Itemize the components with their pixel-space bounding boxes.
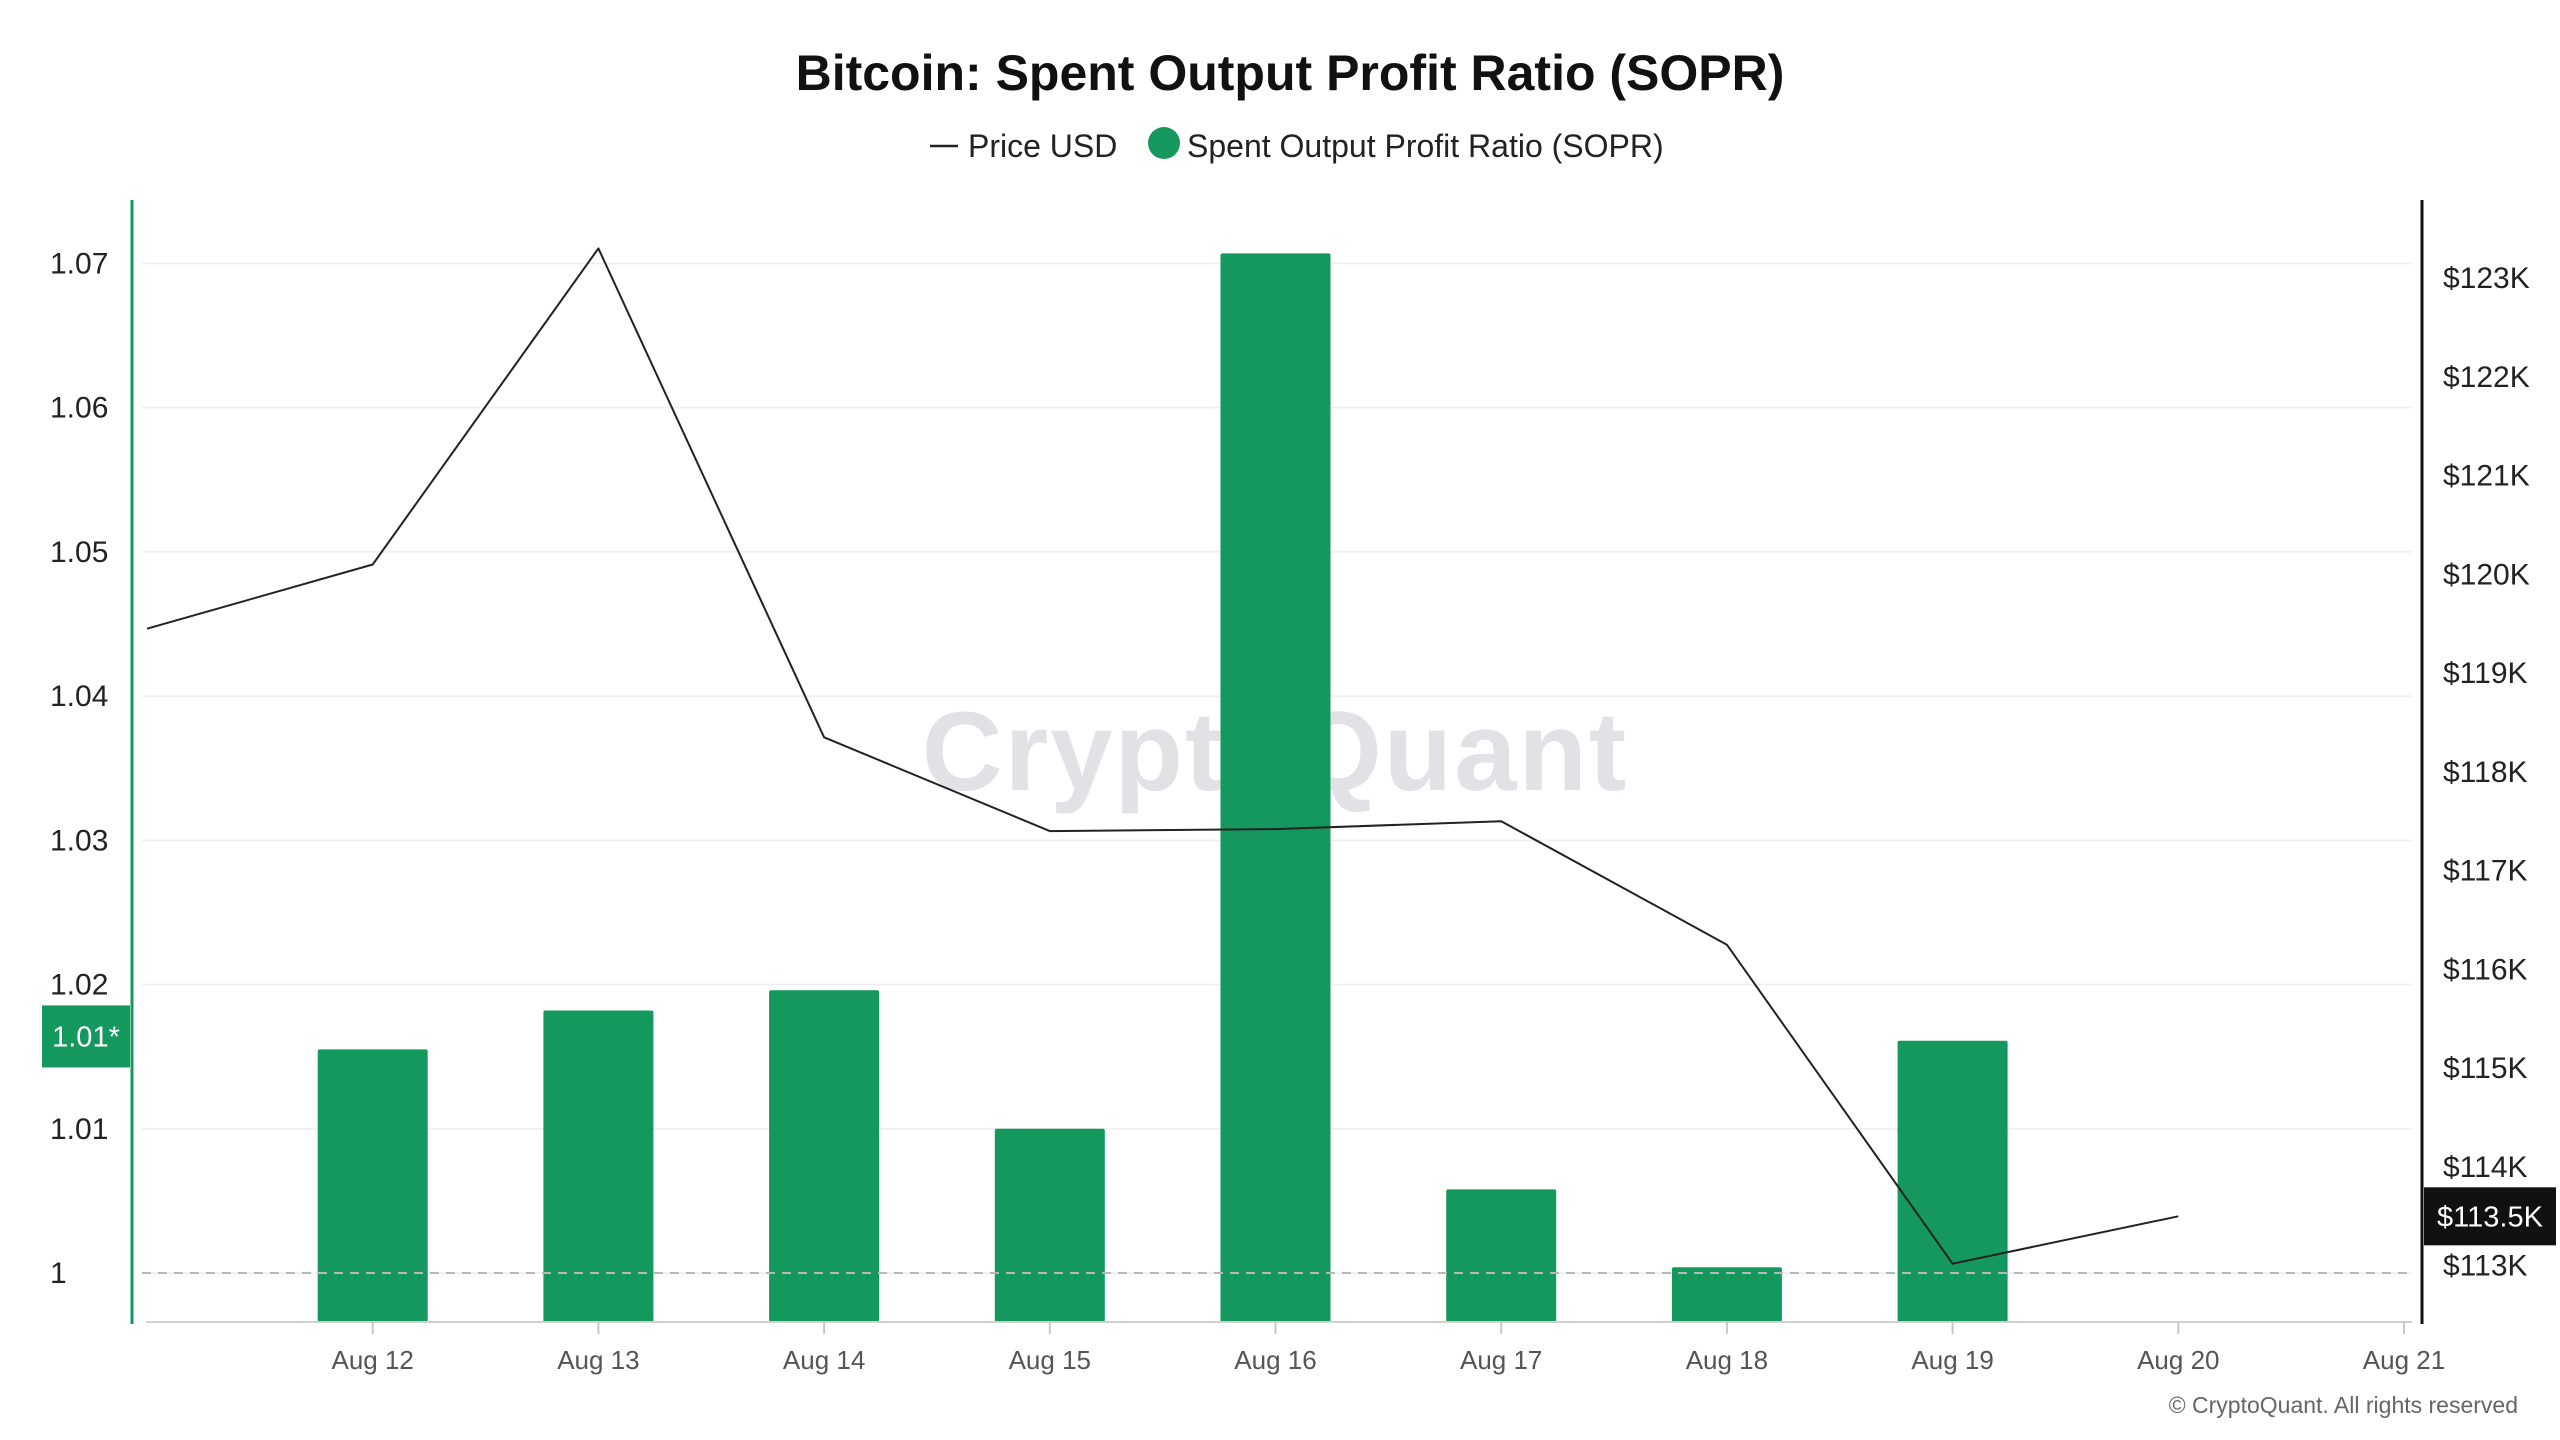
x-tick-label: Aug 19 (1911, 1345, 1993, 1375)
x-tick-label: Aug 18 (1686, 1345, 1768, 1375)
left-current-marker (42, 1005, 130, 1068)
sopr-bar (994, 1128, 1105, 1322)
x-tick-label: Aug 12 (331, 1345, 413, 1375)
sopr-bar (769, 990, 880, 1322)
right-tick-label: $118K (2443, 756, 2528, 789)
sopr-bar (543, 1010, 654, 1322)
legend[interactable]: Price USD Spent Output Profit Ratio (SOPR… (930, 127, 1664, 164)
title-group: Bitcoin: Spent Output Profit Ratio (SOPR… (796, 45, 1785, 101)
chart-title: Bitcoin: Spent Output Profit Ratio (SOPR… (796, 45, 1785, 101)
legend-label-sopr: Spent Output Profit Ratio (SOPR) (1187, 128, 1664, 164)
legend-label-price: Price USD (968, 128, 1117, 164)
axes (130, 200, 2424, 1324)
x-tick-label: Aug 21 (2363, 1345, 2445, 1375)
x-tick-label: Aug 15 (1009, 1345, 1091, 1375)
right-tick-label: $120K (2443, 558, 2530, 591)
left-axis-ticks: 1.07 1.06 1.05 1.04 1.03 1.02 1.01 1 (50, 247, 108, 1290)
left-tick-label: 1.06 (50, 392, 108, 425)
current-value-markers: 1.01* $113.5K (42, 1005, 2556, 1246)
right-tick-label: $123K (2443, 262, 2530, 295)
right-tick-label: $117K (2443, 855, 2528, 888)
left-current-marker-label: 1.01* (52, 1021, 120, 1053)
right-tick-label: $113K (2443, 1250, 2528, 1283)
x-tick-label: Aug 14 (783, 1345, 865, 1375)
right-tick-label: $119K (2443, 657, 2528, 690)
sopr-bar (317, 1049, 428, 1322)
left-tick-label: 1.04 (50, 680, 108, 713)
right-tick-label: $115K (2443, 1052, 2528, 1085)
left-tick-label: 1.02 (50, 969, 108, 1002)
sopr-bar (1446, 1189, 1557, 1322)
right-current-marker-label: $113.5K (2437, 1201, 2544, 1233)
sopr-bar (1220, 253, 1331, 1323)
right-tick-label: $116K (2443, 953, 2528, 986)
left-tick-label: 1 (50, 1257, 67, 1290)
right-tick-label: $121K (2443, 460, 2530, 493)
x-tick-label: Aug 13 (557, 1345, 639, 1375)
sopr-bar (1671, 1267, 1782, 1322)
right-current-marker (2424, 1187, 2556, 1246)
left-tick-label: 1.01 (50, 1113, 108, 1146)
x-axis-ticks: Aug 12 Aug 13 Aug 14 Aug 15 Aug 16 Aug 17 Aug … (331, 1322, 2445, 1375)
left-tick-label: 1.05 (50, 536, 108, 569)
legend-dot-swatch (1148, 127, 1180, 159)
price-line-group (146, 247, 2179, 1265)
x-tick-label: Aug 16 (1234, 1345, 1316, 1375)
right-axis-ticks: $123K $122K $121K $120K $119K $118K $117K $116K… (2443, 262, 2530, 1283)
price-line (146, 247, 2179, 1265)
footer-group: © CryptoQuant. All rights reserved (2169, 1392, 2518, 1418)
sopr-bar (1897, 1040, 2008, 1322)
copyright-footer: © CryptoQuant. All rights reserved (2169, 1392, 2518, 1418)
left-tick-label: 1.03 (50, 824, 108, 857)
right-tick-label: $114K (2443, 1151, 2528, 1184)
x-tick-label: Aug 17 (1460, 1345, 1542, 1375)
x-tick-label: Aug 20 (2137, 1345, 2219, 1375)
left-tick-label: 1.07 (50, 247, 108, 280)
right-tick-label: $122K (2443, 361, 2530, 394)
